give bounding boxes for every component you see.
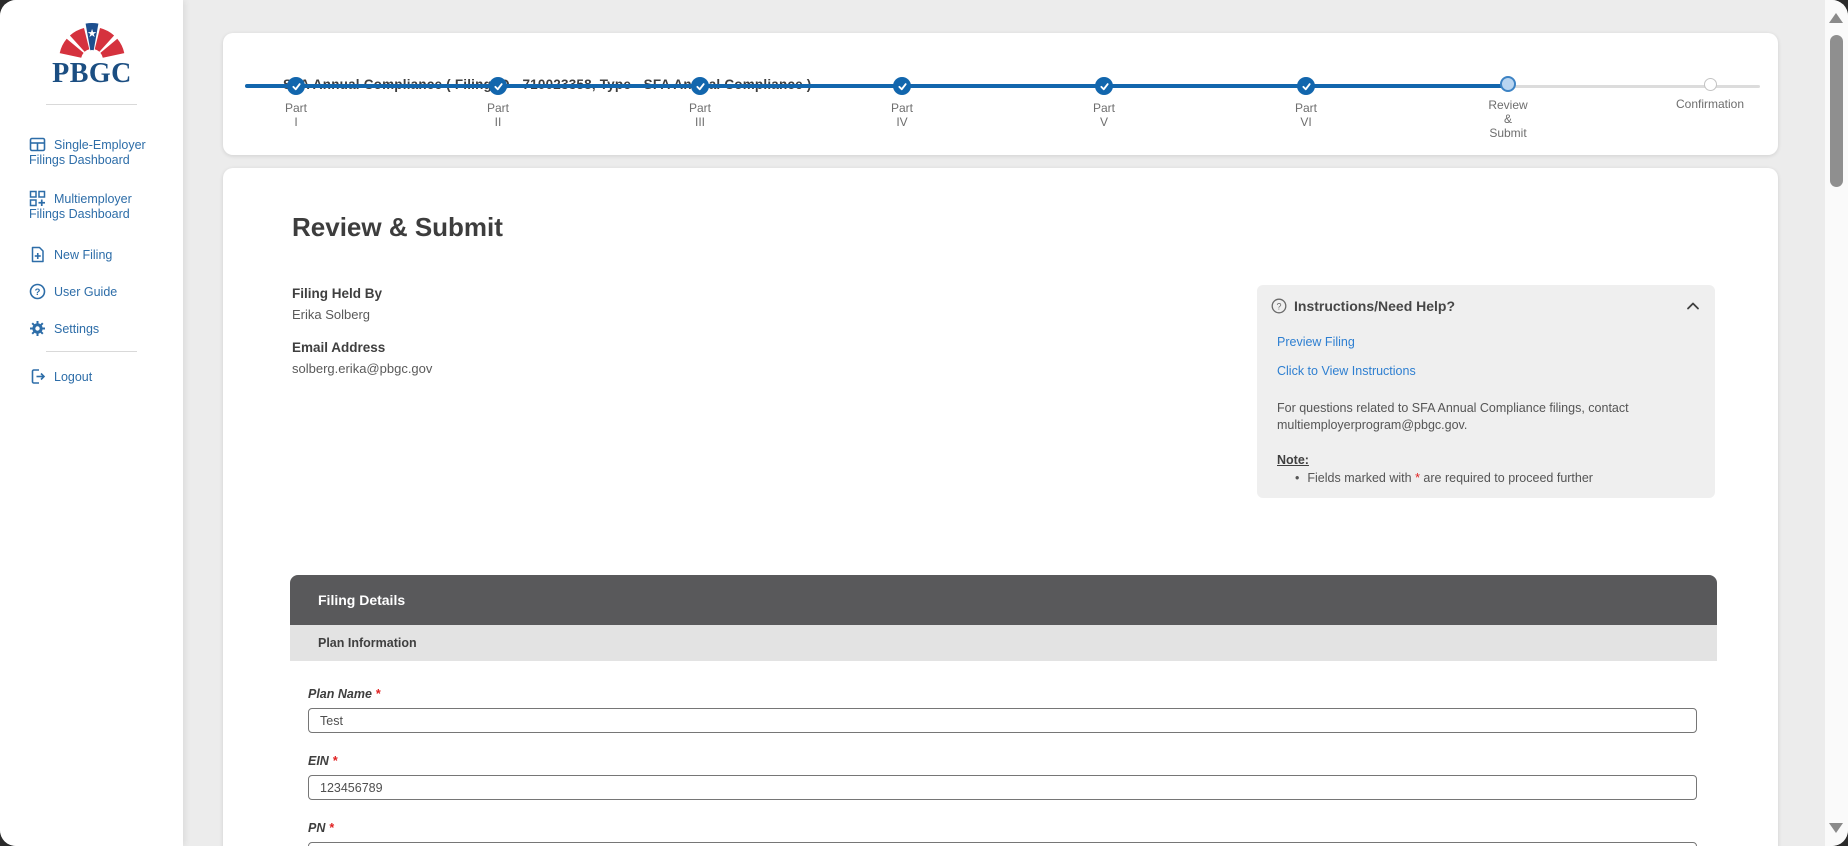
ein-field-group: EIN * <box>308 754 1717 800</box>
sidebar: ★ PBGC Single-Employer Filings Dashboard… <box>0 0 183 846</box>
sidebar-item-label: Multiemployer Filings Dashboard <box>29 192 132 221</box>
sidebar-item-label: Logout <box>54 370 93 384</box>
required-asterisk: * <box>332 754 338 768</box>
stepper-step-review-submit[interactable]: Review & Submit <box>1448 33 1568 140</box>
stepper-step-part-5[interactable]: Part V <box>1044 33 1164 129</box>
chevron-up-icon[interactable] <box>1685 299 1701 313</box>
help-note-label: Note: <box>1277 453 1309 467</box>
sidebar-item-user-guide[interactable]: ? User Guide <box>29 283 169 300</box>
stepper-remaining-line <box>1510 85 1760 88</box>
sidebar-item-label: Single-Employer Filings Dashboard <box>29 138 146 167</box>
filing-held-by-label: Filing Held By <box>292 286 383 301</box>
step-complete-icon <box>691 77 709 95</box>
stepper-progress-line <box>245 84 1510 88</box>
sidebar-item-multiemployer-dashboard[interactable]: Multiemployer Filings Dashboard <box>29 190 169 222</box>
settings-icon <box>30 321 45 336</box>
step-complete-icon <box>893 77 911 95</box>
email-address-value: solberg.erika@pbgc.gov <box>292 361 433 376</box>
step-complete-icon <box>1095 77 1113 95</box>
step-label: Part I <box>284 101 307 129</box>
stepper-step-confirmation[interactable]: Confirmation <box>1650 33 1770 111</box>
help-panel: ? Instructions/Need Help? Preview Filing… <box>1257 285 1715 498</box>
sidebar-item-label: User Guide <box>54 285 118 299</box>
sidebar-item-label: New Filing <box>54 248 113 262</box>
step-active-icon <box>1500 76 1516 92</box>
step-label: Part II <box>486 101 509 129</box>
sidebar-divider <box>46 104 137 105</box>
step-label: Part V <box>1092 101 1115 129</box>
plan-information-fields: Plan Name * EIN * PN * <box>290 661 1717 846</box>
sidebar-item-settings[interactable]: Settings <box>29 320 169 337</box>
step-pending-icon <box>1703 78 1717 91</box>
step-label: Part VI <box>1294 101 1317 129</box>
sidebar-item-logout[interactable]: Logout <box>29 368 169 385</box>
scrollbar-thumb[interactable] <box>1830 35 1843 187</box>
sidebar-item-single-employer-dashboard[interactable]: Single-Employer Filings Dashboard <box>29 136 169 168</box>
multiemployer-dashboard-icon <box>29 190 46 207</box>
help-panel-header[interactable]: ? Instructions/Need Help? <box>1271 298 1455 314</box>
bullet-icon: • <box>1295 471 1300 485</box>
user-guide-icon: ? <box>29 283 46 300</box>
stepper-step-part-3[interactable]: Part III <box>640 33 760 129</box>
filing-details-header: Filing Details <box>290 575 1717 625</box>
filing-held-by-block: Filing Held By Erika Solberg <box>292 286 382 322</box>
ein-label: EIN * <box>308 754 338 768</box>
new-filing-icon <box>31 246 44 263</box>
page-title: Review & Submit <box>292 212 503 242</box>
email-address-block: Email Address solberg.erika@pbgc.gov <box>292 340 432 376</box>
help-note-item: • Fields marked with * are required to pr… <box>1295 471 1593 485</box>
filing-held-by-value: Erika Solberg <box>292 307 371 322</box>
help-question-icon: ? <box>1271 298 1287 314</box>
help-contact-text: For questions related to SFA Annual Comp… <box>1277 401 1629 432</box>
ein-input[interactable] <box>308 775 1697 800</box>
filing-details-section: Filing Details Plan Information Plan Nam… <box>290 575 1717 846</box>
sidebar-divider <box>46 351 137 352</box>
view-instructions-link[interactable]: Click to View Instructions <box>1277 364 1416 378</box>
main-card: Review & Submit Filing Held By Erika Sol… <box>223 168 1778 846</box>
stepper-step-part-1[interactable]: Part I <box>236 33 356 129</box>
step-label: Review & Submit <box>1488 98 1528 140</box>
preview-filing-link[interactable]: Preview Filing <box>1277 335 1355 349</box>
stepper-step-part-4[interactable]: Part IV <box>842 33 962 129</box>
step-complete-icon <box>287 77 305 95</box>
svg-text:★: ★ <box>87 28 97 40</box>
pn-field-group: PN * <box>308 821 1717 846</box>
svg-text:?: ? <box>35 287 41 298</box>
stepper-step-part-6[interactable]: Part VI <box>1246 33 1366 129</box>
required-asterisk: * <box>375 687 381 701</box>
required-asterisk: * <box>328 821 334 835</box>
plan-name-field-group: Plan Name * <box>308 687 1717 733</box>
scroll-up-arrow-icon[interactable] <box>1829 13 1843 23</box>
step-label: Part III <box>688 101 711 129</box>
help-panel-title: Instructions/Need Help? <box>1294 298 1456 314</box>
step-complete-icon <box>489 77 507 95</box>
plan-name-input[interactable] <box>308 708 1697 733</box>
logout-icon <box>31 369 46 384</box>
step-label: Confirmation <box>1675 97 1745 111</box>
stepper-card: SFA Annual Compliance ( Filing ID - 7100… <box>223 33 1778 155</box>
scroll-down-arrow-icon[interactable] <box>1829 823 1843 833</box>
required-asterisk: * <box>1415 471 1420 485</box>
email-address-label: Email Address <box>292 340 386 355</box>
step-label: Part IV <box>890 101 913 129</box>
pn-label: PN * <box>308 821 334 835</box>
stepper-step-part-2[interactable]: Part II <box>438 33 558 129</box>
sidebar-item-label: Settings <box>54 322 100 336</box>
svg-text:?: ? <box>1276 302 1281 312</box>
pbgc-wordmark: PBGC <box>52 58 132 88</box>
plan-information-header: Plan Information <box>290 625 1717 661</box>
step-complete-icon <box>1297 77 1315 95</box>
single-employer-dashboard-icon <box>29 137 46 152</box>
vertical-scrollbar[interactable] <box>1825 0 1848 846</box>
sidebar-item-new-filing[interactable]: New Filing <box>29 246 169 263</box>
pbgc-logo: ★ PBGC <box>0 16 183 93</box>
plan-name-label: Plan Name * <box>308 687 381 701</box>
pbgc-logo-icon: ★ PBGC <box>52 23 132 89</box>
pn-input[interactable] <box>308 842 1697 846</box>
